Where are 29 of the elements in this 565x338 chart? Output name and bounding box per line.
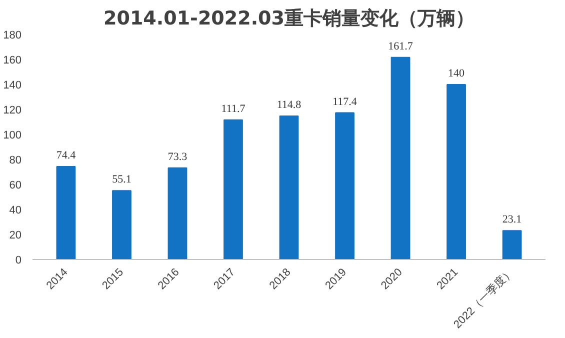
- bar: [224, 119, 243, 260]
- y-tick-label: 180: [3, 30, 22, 42]
- y-tick-label: 40: [9, 204, 22, 216]
- y-tick-label: 100: [3, 130, 22, 142]
- data-label: 111.7: [221, 102, 246, 115]
- y-tick-label: 0: [15, 254, 22, 266]
- bar: [56, 166, 76, 260]
- y-tick-label: 160: [3, 54, 22, 66]
- data-label: 161.7: [388, 40, 414, 52]
- data-label: 23.1: [502, 214, 522, 226]
- y-tick-label: 140: [3, 80, 22, 92]
- data-label: 73.3: [168, 150, 188, 163]
- bar: [112, 190, 132, 260]
- data-label: 55.1: [112, 174, 132, 186]
- bar: [279, 116, 299, 260]
- bar: [335, 112, 354, 260]
- data-label: 140: [448, 68, 466, 80]
- y-tick-label: 20: [9, 230, 22, 242]
- data-label: 74.4: [56, 150, 76, 162]
- chart-title: 2014.01-2022.03重卡销量变化（万辆）: [104, 8, 474, 30]
- y-tick-label: 60: [9, 180, 22, 192]
- bar: [502, 230, 522, 260]
- data-label: 114.8: [276, 99, 302, 111]
- bar: [168, 167, 188, 260]
- bar: [446, 84, 466, 260]
- bar: [390, 56, 410, 260]
- y-tick-label: 120: [3, 104, 22, 116]
- data-label: 117.4: [332, 96, 358, 108]
- y-tick-label: 80: [9, 154, 22, 166]
